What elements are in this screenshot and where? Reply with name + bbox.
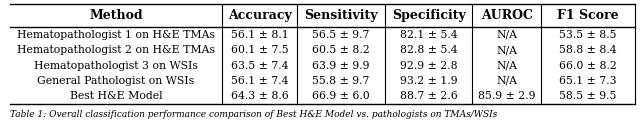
Text: Sensitivity: Sensitivity bbox=[304, 9, 378, 22]
Text: Hematopathologist 3 on WSIs: Hematopathologist 3 on WSIs bbox=[34, 61, 198, 70]
Text: 60.5 ± 8.2: 60.5 ± 8.2 bbox=[312, 45, 370, 55]
Text: Method: Method bbox=[89, 9, 143, 22]
Text: 55.8 ± 9.7: 55.8 ± 9.7 bbox=[312, 76, 370, 86]
Text: 63.9 ± 9.9: 63.9 ± 9.9 bbox=[312, 61, 370, 70]
Text: General Pathologist on WSIs: General Pathologist on WSIs bbox=[37, 76, 195, 86]
Text: Hematopathologist 2 on H&E TMAs: Hematopathologist 2 on H&E TMAs bbox=[17, 45, 215, 55]
Text: 53.5 ± 8.5: 53.5 ± 8.5 bbox=[559, 30, 617, 40]
Text: 63.5 ± 7.4: 63.5 ± 7.4 bbox=[231, 61, 289, 70]
Text: 82.8 ± 5.4: 82.8 ± 5.4 bbox=[400, 45, 458, 55]
Text: 93.2 ± 1.9: 93.2 ± 1.9 bbox=[400, 76, 458, 86]
Text: N/A: N/A bbox=[496, 30, 517, 40]
Text: 85.9 ± 2.9: 85.9 ± 2.9 bbox=[478, 91, 536, 101]
Text: Table 1: Overall classification performance comparison of Best H&E Model vs. pat: Table 1: Overall classification performa… bbox=[10, 110, 497, 119]
Text: 60.1 ± 7.5: 60.1 ± 7.5 bbox=[231, 45, 289, 55]
Text: 66.9 ± 6.0: 66.9 ± 6.0 bbox=[312, 91, 370, 101]
Text: 56.1 ± 8.1: 56.1 ± 8.1 bbox=[231, 30, 289, 40]
Text: 56.5 ± 9.7: 56.5 ± 9.7 bbox=[312, 30, 370, 40]
Text: F1 Score: F1 Score bbox=[557, 9, 619, 22]
Text: 82.1 ± 5.4: 82.1 ± 5.4 bbox=[400, 30, 458, 40]
Text: Accuracy: Accuracy bbox=[228, 9, 292, 22]
Text: Specificity: Specificity bbox=[392, 9, 465, 22]
Text: 56.1 ± 7.4: 56.1 ± 7.4 bbox=[231, 76, 289, 86]
Text: Best H&E Model: Best H&E Model bbox=[70, 91, 162, 101]
Text: N/A: N/A bbox=[496, 76, 517, 86]
Text: N/A: N/A bbox=[496, 61, 517, 70]
Text: N/A: N/A bbox=[496, 45, 517, 55]
Text: 66.0 ± 8.2: 66.0 ± 8.2 bbox=[559, 61, 617, 70]
Text: 58.8 ± 8.4: 58.8 ± 8.4 bbox=[559, 45, 617, 55]
Text: Hematopathologist 1 on H&E TMAs: Hematopathologist 1 on H&E TMAs bbox=[17, 30, 215, 40]
Text: AUROC: AUROC bbox=[481, 9, 532, 22]
Text: 58.5 ± 9.5: 58.5 ± 9.5 bbox=[559, 91, 617, 101]
Text: 88.7 ± 2.6: 88.7 ± 2.6 bbox=[399, 91, 458, 101]
Text: 65.1 ± 7.3: 65.1 ± 7.3 bbox=[559, 76, 617, 86]
Text: 64.3 ± 8.6: 64.3 ± 8.6 bbox=[231, 91, 289, 101]
Text: 92.9 ± 2.8: 92.9 ± 2.8 bbox=[400, 61, 458, 70]
